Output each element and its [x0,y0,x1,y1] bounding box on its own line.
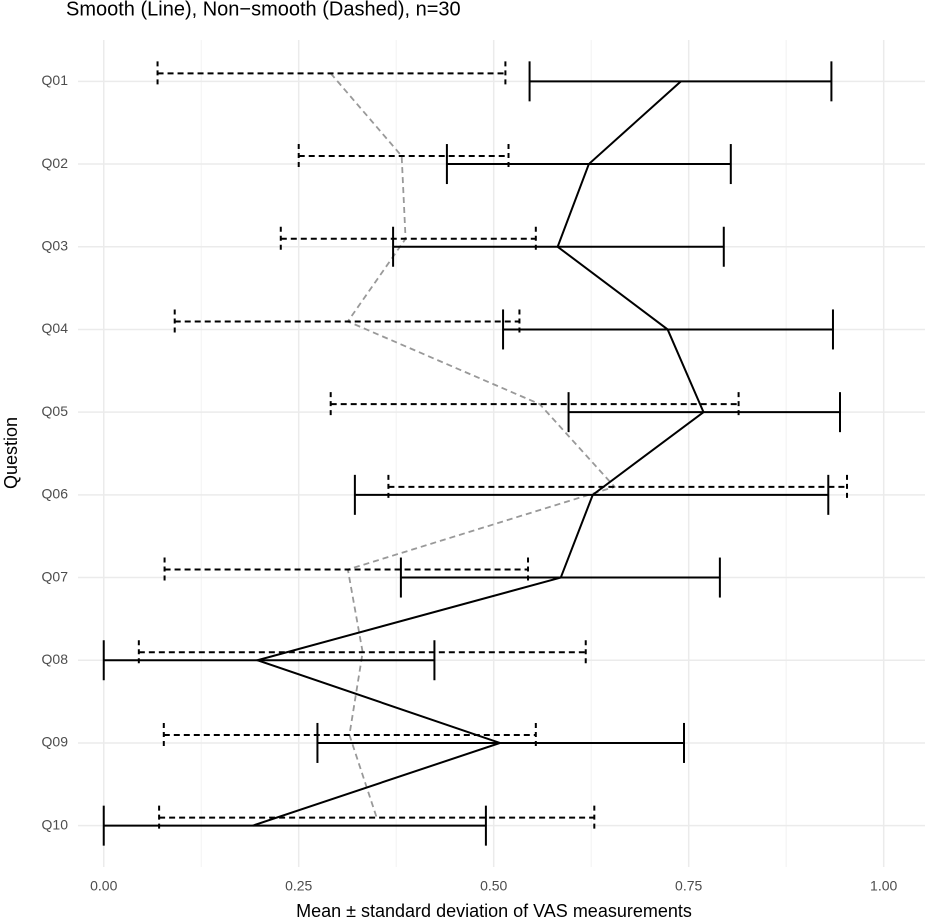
x-tick-label: 0.75 [675,878,702,894]
y-tick-label: Q04 [42,320,69,336]
mean-line [330,72,617,818]
y-tick-label: Q03 [42,237,69,253]
y-tick-label: Q02 [42,155,69,171]
x-tick-label: 0.25 [285,878,312,894]
y-tick-label: Q01 [42,72,69,88]
x-tick-label: 0.50 [480,878,507,894]
y-tick-label: Q08 [42,651,69,667]
y-tick-label: Q09 [42,734,69,750]
chart-title: Smooth (Line), Non−smooth (Dashed), n=30 [66,0,461,20]
y-tick-label: Q07 [42,568,69,584]
x-axis-label: Mean ± standard deviation of VAS measure… [296,901,692,920]
y-axis-label: Question [1,417,21,489]
x-tick-label: 1.00 [870,878,897,894]
mean-line [252,80,705,827]
y-tick-label: Q05 [42,403,69,419]
y-tick-label: Q06 [42,486,69,502]
y-tick-label: Q10 [42,816,69,832]
x-tick-label: 0.00 [90,878,117,894]
